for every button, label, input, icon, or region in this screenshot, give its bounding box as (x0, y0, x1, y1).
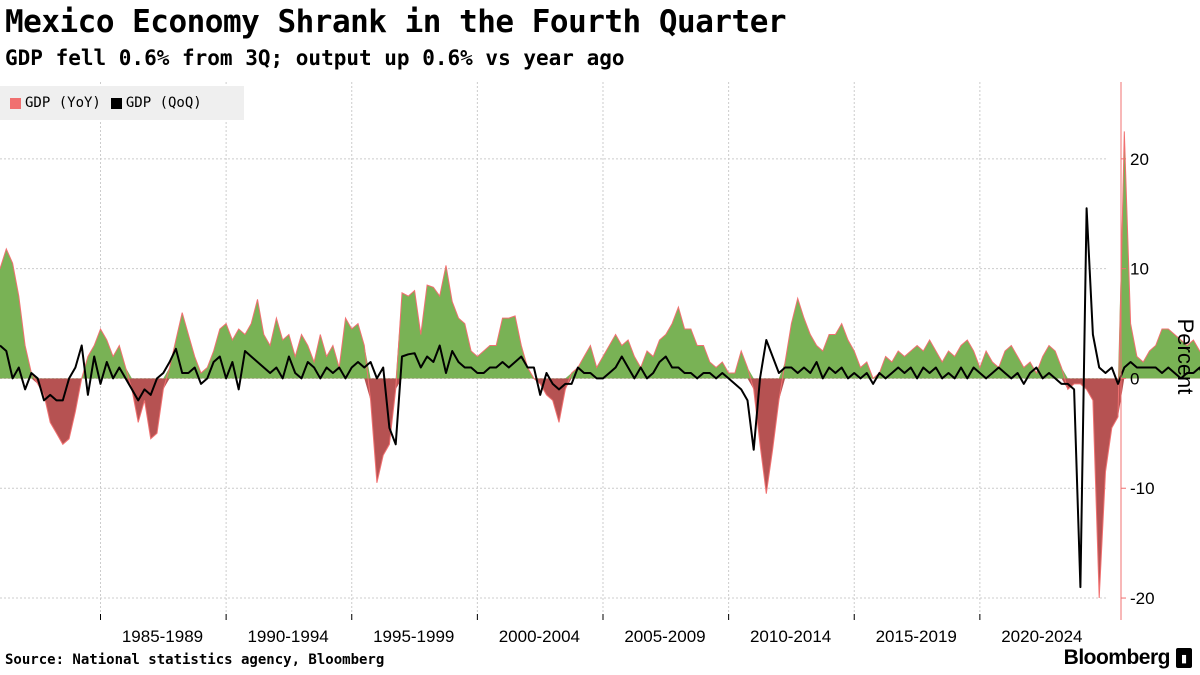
x-tick-label-2: 1995-1999 (373, 627, 454, 646)
y-tick-label-3: 10 (1130, 260, 1149, 279)
y-tick-label-4: 20 (1130, 150, 1149, 169)
x-tick-label-3: 2000-2004 (499, 627, 580, 646)
x-tick-label-7: 2020-2024 (1001, 627, 1082, 646)
qoq-series-line (0, 207, 1200, 589)
y-tick-label-2: 0 (1130, 369, 1139, 388)
bloomberg-logo: Bloomberg (1063, 646, 1171, 669)
y-axis-label: Percent (1173, 319, 1198, 395)
legend-item-qoq: GDP (QoQ) (110, 95, 202, 111)
chart-title: Mexico Economy Shrank in the Fourth Quar… (5, 4, 787, 40)
x-tick-label-5: 2010-2014 (750, 627, 831, 646)
source-note: Source: National statistics agency, Bloo… (5, 652, 385, 668)
legend: GDP (YoY) GDP (QoQ) (0, 86, 244, 120)
y-tick-label-1: -10 (1130, 479, 1155, 498)
yoy-positive-area (0, 131, 1200, 379)
x-tick-label-4: 2005-2009 (624, 627, 705, 646)
legend-label-qoq: GDP (QoQ) (125, 95, 202, 111)
bloomberg-badge-icon: ▮ (1176, 648, 1192, 668)
legend-swatch-yoy (10, 97, 21, 109)
x-tick-label-6: 2015-2019 (876, 627, 957, 646)
y-tick-label-0: -20 (1130, 589, 1155, 608)
legend-swatch-qoq (110, 97, 122, 109)
brand: Bloomberg ▮ (1064, 646, 1192, 670)
legend-label-yoy: GDP (YoY) (25, 95, 101, 111)
yoy-series-line (0, 131, 1200, 599)
x-tick-label-1: 1990-1994 (247, 627, 328, 646)
x-tick-label-0: 1985-1989 (122, 627, 203, 646)
legend-item-yoy: GDP (YoY) (10, 95, 101, 111)
chart-subtitle: GDP fell 0.6% from 3Q; output up 0.6% vs… (5, 46, 625, 70)
